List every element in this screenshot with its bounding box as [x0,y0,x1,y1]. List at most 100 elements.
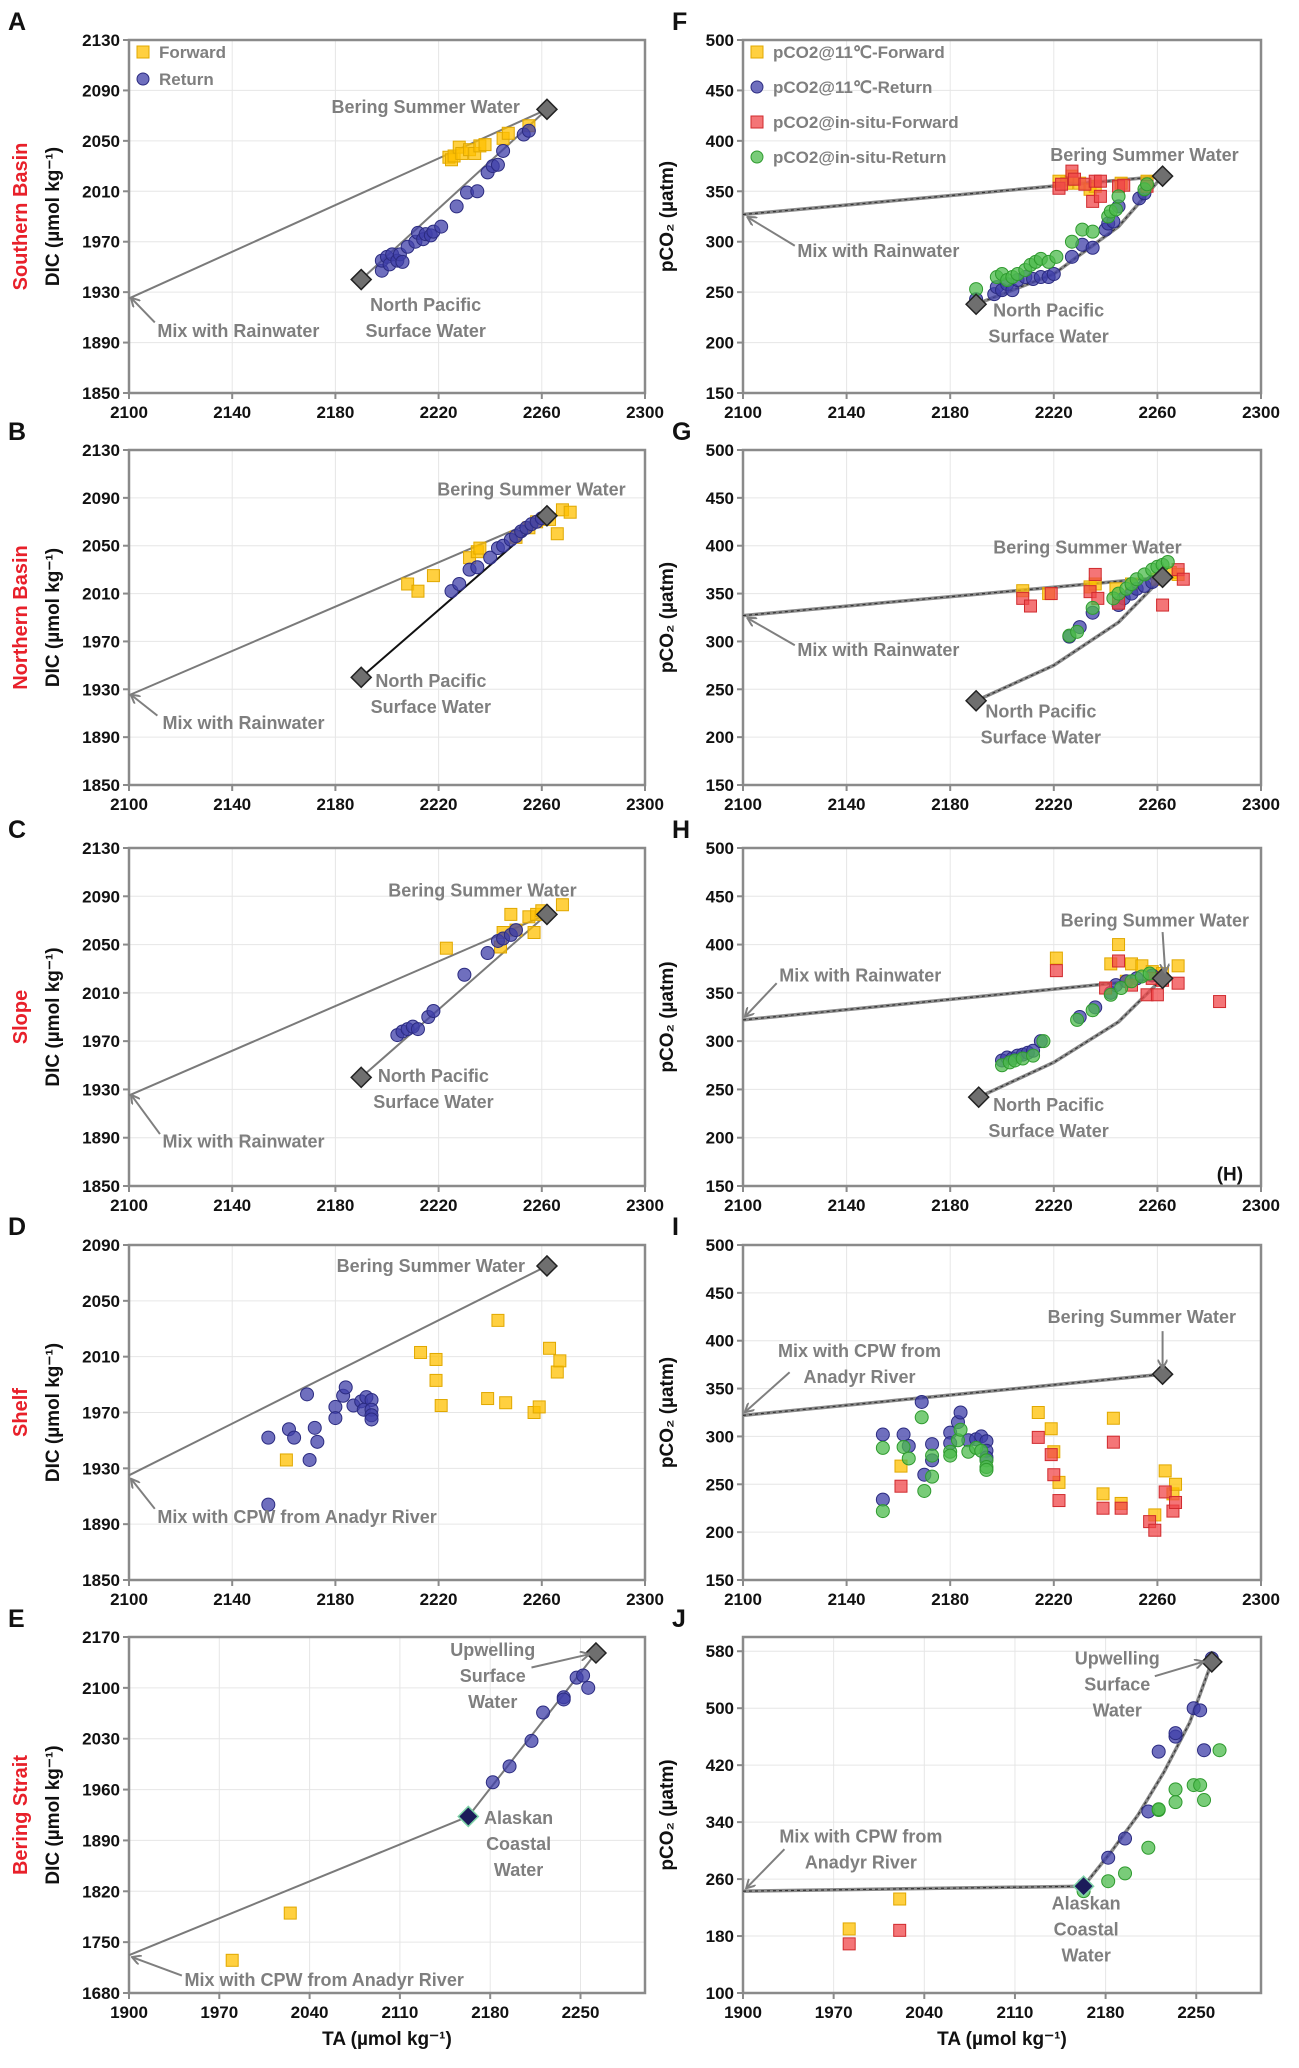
y-tick-label: 1750 [82,1933,120,1952]
y-tick-label: 150 [706,384,734,403]
panel-h: 150 200 250 300 350 400 450 500 2100 2140 2180 2220… [657,816,1280,1215]
data-point-circle [1046,266,1061,281]
x-tick-label: 1970 [815,2003,853,2022]
annotation-arrow [133,1957,183,1977]
data-point-square [426,569,440,583]
annotation-label: Anadyr River [804,1367,916,1387]
mixing-line-center [742,1373,1163,1416]
panel-letter: B [8,418,26,446]
legend-marker-square [750,45,764,59]
legend-marker-circle [750,80,764,94]
endmember-diamond [1151,165,1174,188]
y-tick-label: 2170 [82,1628,120,1647]
data-point-square [1044,1448,1058,1462]
data-point-circle [1085,1003,1100,1018]
x-tick-label: 2260 [523,1590,561,1609]
data-point-square [434,1399,448,1413]
y-tick-label: 400 [706,132,734,151]
data-point-square [842,1922,856,1936]
y-tick-label: 450 [706,887,734,906]
x-tick-label: 2220 [1035,795,1073,814]
data-point-circle [1140,177,1155,192]
data-point-circle [1101,1874,1116,1889]
data-point-square [1148,1523,1162,1537]
data-point-circle [261,1430,276,1445]
endmember-diamond [350,1066,373,1089]
x-tick-label: 2220 [420,795,458,814]
data-point-circle [1085,240,1100,255]
x-tick-label: 1970 [200,2003,238,2022]
data-point-circle [1118,1866,1133,1881]
y-tick-label: 2130 [82,441,120,460]
y-axis-label: DIC (µmol kg⁻¹) [43,548,64,687]
y-tick-label: 2130 [82,31,120,50]
data-point-circle [1168,1782,1183,1797]
x-tick-label: 2180 [316,403,354,422]
data-point-circle [434,219,449,234]
annotation-label: Mix with CPW from Anadyr River [184,1970,463,1990]
data-point-circle [556,1692,571,1707]
panel-letter: F [672,8,687,36]
y-tick-label: 150 [706,1177,734,1196]
data-point-circle [310,1434,325,1449]
mixing-line-center [978,977,1164,1098]
x-axis-label: TA (µmol kg⁻¹) [322,2029,452,2050]
data-point-circle [261,1497,276,1512]
data-point-circle [1108,202,1123,217]
y-tick-label: 2090 [82,1236,120,1255]
panel-letter: I [672,1213,679,1241]
legend-label: pCO2@11℃-Return [773,78,932,97]
annotation-label: Surface Water [981,727,1101,747]
y-axis-label: DIC (µmol kg⁻¹) [43,947,64,1086]
y-tick-label: 1850 [82,776,120,795]
data-point-square [532,1400,546,1414]
annotation-arrow [132,1095,161,1135]
annotation-label: North Pacific [378,1066,489,1086]
plot-frame [127,846,647,1188]
y-tick-label: 2050 [82,1292,120,1311]
x-tick-label: 2300 [1242,403,1280,422]
annotation-label: Mix with Rainwater [157,321,319,341]
x-tick-label: 2100 [110,1196,148,1215]
plot-frame [127,1635,647,1995]
annotation-label: Alaskan [484,1808,553,1828]
annotation-label: Bering Summer Water [437,479,625,499]
data-point-square [1158,1485,1172,1499]
data-point-circle [875,1504,890,1519]
data-point-circle [914,1410,929,1425]
data-point-circle [1064,234,1079,249]
panel-letter: J [672,1605,686,1633]
legend-label: Return [159,70,214,89]
data-point-circle [901,1451,916,1466]
region-label: Northern Basin [10,545,32,689]
data-point-square [894,1479,908,1493]
data-point-square [1044,1422,1058,1436]
data-point-square [1096,1487,1110,1501]
annotation-label: North Pacific [993,1095,1104,1115]
x-tick-label: 2100 [724,1196,762,1215]
data-point-circle [1064,249,1079,264]
y-tick-label: 250 [706,1475,734,1494]
data-point-square [283,1906,297,1920]
x-tick-label: 2300 [1242,1196,1280,1215]
annotation-label: Bering Summer Water [337,1256,525,1276]
y-tick-label: 2010 [82,1348,120,1367]
y-tick-label: 250 [706,680,734,699]
mixing-line-center [742,576,1163,617]
data-point-square [893,1923,907,1937]
data-point-square [1150,988,1164,1002]
data-point-square [1158,1464,1172,1478]
region-label: Slope [10,990,32,1044]
legend-label: pCO2@11℃-Forward [773,43,945,62]
x-tick-label: 2180 [471,2003,509,2022]
endmember-diamond [350,666,373,689]
y-tick-label: 2010 [82,182,120,201]
annotation-label: Mix with CPW from [779,1826,942,1846]
data-point-circle [1111,189,1126,204]
y-tick-label: 200 [706,1523,734,1542]
y-tick-label: 1890 [82,728,120,747]
y-axis-label: pCO₂ (µatm) [657,161,678,272]
x-tick-label: 2140 [828,1590,866,1609]
annotation-label: Bering Summer Water [388,880,576,900]
data-point-square [499,1396,513,1410]
